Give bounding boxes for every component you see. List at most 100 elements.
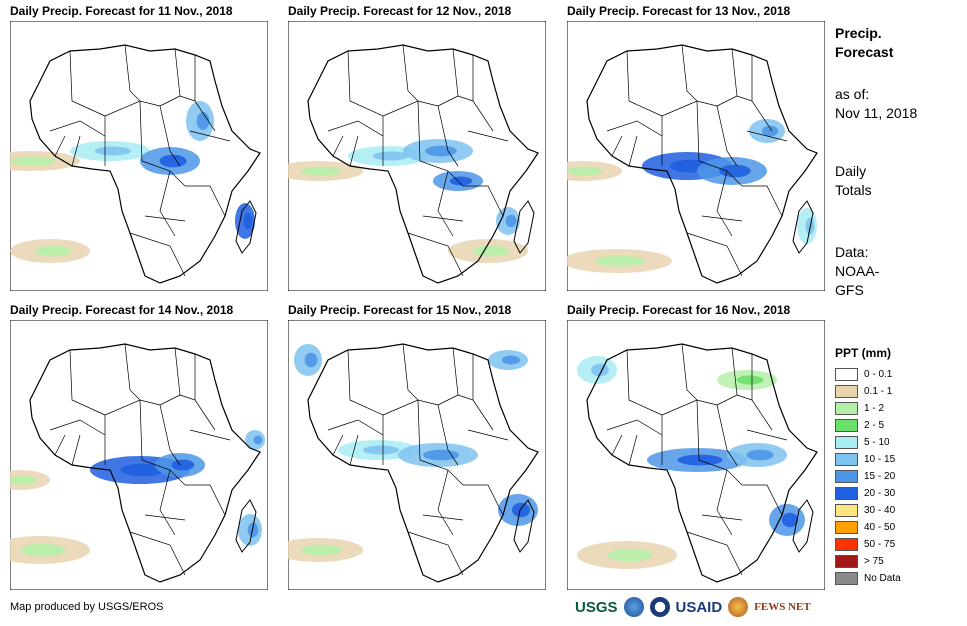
legend-label: 1 - 2 (864, 403, 885, 414)
country-border (626, 50, 663, 117)
precip-core (300, 166, 342, 176)
legend-label: 40 - 50 (864, 522, 896, 533)
country-border (139, 100, 143, 162)
precip-core (304, 352, 318, 368)
country-border (626, 349, 663, 416)
legend-label: > 75 (864, 556, 884, 567)
madagascar-outline (513, 499, 535, 553)
country-border (332, 434, 344, 456)
legend-label: 0 - 0.1 (864, 369, 893, 380)
legend-label: 50 - 75 (864, 539, 896, 550)
africa-coastline (29, 343, 261, 583)
asof-label: as of: (835, 86, 870, 102)
country-border (349, 434, 359, 466)
legend-swatch (835, 538, 858, 551)
country-border (144, 215, 186, 222)
precip-core (20, 543, 66, 557)
country-border (422, 215, 464, 222)
legend-item: 40 - 50 (835, 519, 960, 536)
legend-swatch (835, 385, 858, 398)
panel-title: Daily Precip. Forecast for 14 Nov., 2018 (10, 303, 234, 317)
country-border (606, 419, 663, 436)
country-border (194, 100, 216, 132)
country-border (701, 215, 743, 222)
country-border (124, 44, 141, 102)
africa-coastline (586, 343, 818, 583)
map-credit: Map produced by USGS/EROS (10, 601, 164, 613)
country-border (467, 130, 509, 142)
legend-label: No Data (864, 573, 901, 584)
precip-core (473, 245, 509, 257)
precip-map (567, 21, 825, 291)
precip-core (423, 449, 459, 461)
precip-map (288, 320, 546, 590)
country-border (402, 44, 419, 102)
data-source-line3: GFS (835, 282, 864, 298)
legend-item: 0 - 0.1 (835, 366, 960, 383)
precip-core (746, 449, 774, 461)
legend-label: 20 - 30 (864, 488, 896, 499)
country-border (407, 531, 464, 576)
country-border (686, 232, 743, 277)
africa-coastline (586, 44, 818, 284)
noaa-logo-icon (623, 597, 644, 617)
country-border (686, 531, 743, 576)
country-border (681, 343, 698, 401)
precip-core (247, 522, 259, 538)
country-border (71, 135, 81, 167)
country-border (716, 469, 733, 536)
country-border (129, 232, 186, 277)
country-border (746, 429, 788, 441)
country-border (463, 484, 504, 516)
legend-swatch (835, 521, 858, 534)
legend-label: 0.1 - 1 (864, 386, 893, 397)
precip-core (95, 146, 131, 156)
country-border (185, 185, 226, 217)
fews-net-logo: FEWS NET (754, 601, 811, 613)
country-border (417, 100, 421, 162)
legend-item: 50 - 75 (835, 536, 960, 553)
legend-item: 2 - 5 (835, 417, 960, 434)
country-border (751, 100, 773, 132)
legend-item: > 75 (835, 553, 960, 570)
country-border (129, 531, 186, 576)
panel-title: Daily Precip. Forecast for 12 Nov., 2018 (288, 4, 512, 18)
country-border (472, 399, 494, 431)
legend-swatch (835, 419, 858, 432)
country-border (472, 100, 494, 132)
legend-label: 5 - 10 (864, 437, 890, 448)
country-border (696, 100, 700, 162)
precip-core (425, 145, 457, 157)
legend-label: 2 - 5 (864, 420, 885, 431)
country-border (742, 185, 783, 217)
country-border (49, 419, 106, 436)
country-border (628, 135, 638, 167)
country-border (746, 130, 788, 142)
precip-core (196, 112, 210, 130)
country-border (402, 343, 419, 401)
legend-swatch (835, 368, 858, 381)
country-border (611, 434, 623, 456)
country-border (159, 105, 181, 167)
country-border (696, 399, 700, 461)
legend-swatch (835, 436, 858, 449)
country-border (49, 120, 106, 137)
madagascar-outline (792, 200, 814, 254)
country-border (347, 349, 384, 416)
country-border (185, 484, 226, 516)
precip-core (243, 212, 253, 230)
africa-coastline (307, 343, 539, 583)
country-border (437, 170, 454, 237)
country-border (463, 185, 504, 217)
ppt-legend: PPT (mm) 0 - 0.1 0.1 - 1 1 - 2 2 - 5 5 - 10 1… (835, 346, 960, 587)
country-border (606, 120, 663, 137)
country-border (347, 50, 384, 117)
panel-title: Daily Precip. Forecast for 13 Nov., 2018 (567, 4, 791, 18)
precip-core (502, 355, 520, 365)
country-border (437, 105, 459, 167)
madagascar-outline (513, 200, 535, 254)
country-border (437, 404, 459, 466)
country-border (159, 404, 181, 466)
precip-core (363, 445, 399, 455)
country-border (194, 399, 216, 431)
